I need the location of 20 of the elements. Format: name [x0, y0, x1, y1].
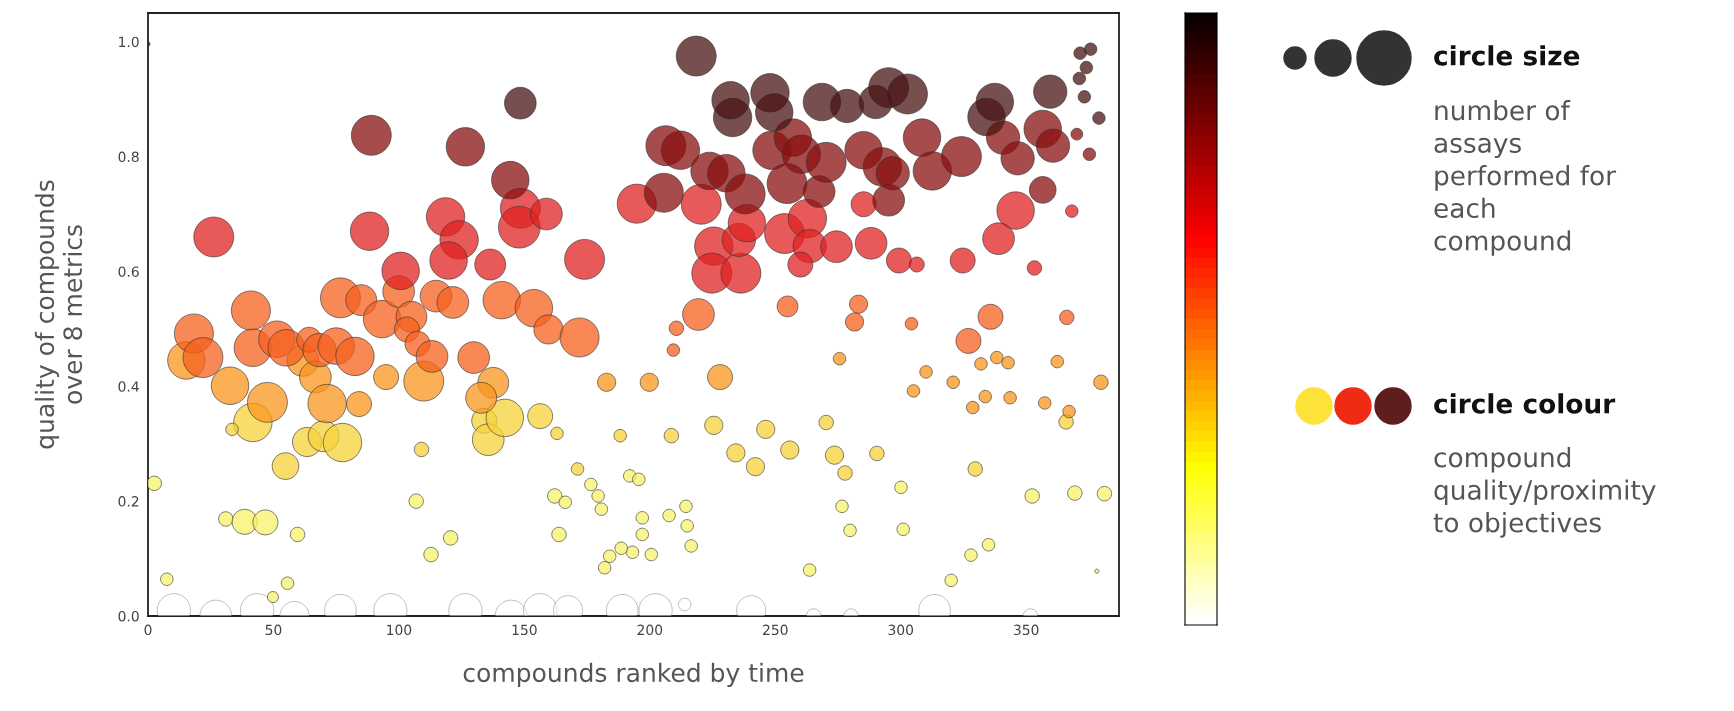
x-tick-label: 0 — [144, 624, 152, 636]
x-tick-label: 50 — [265, 624, 282, 636]
y-tick-label: 0.0 — [118, 610, 139, 622]
y-tick-label: 0.6 — [118, 266, 139, 277]
y-tick-label: 0.8 — [118, 151, 139, 163]
text: circle size — [1434, 45, 1580, 66]
y-axis-title: quality of compounds over 8 metrics — [34, 180, 83, 449]
x-tick-label: 150 — [512, 624, 537, 636]
y-tick-label: 1.0 — [119, 36, 139, 48]
x-tick-label: 100 — [387, 624, 412, 636]
x-tick-label: 200 — [637, 624, 663, 636]
x-axis-title: compounds ranked by time — [463, 662, 804, 687]
x-tick-label: 250 — [763, 624, 788, 636]
x-tick-label: 350 — [1013, 624, 1039, 636]
text: circle colour — [1434, 393, 1616, 414]
text: compound quality/proximity to objectives — [1433, 447, 1656, 538]
text: number of assays performed for each compound — [1434, 100, 1617, 256]
y-tick-label: 0.2 — [118, 496, 139, 507]
y-tick-label: 0.4 — [118, 381, 139, 392]
x-tick-label: 300 — [888, 624, 914, 636]
